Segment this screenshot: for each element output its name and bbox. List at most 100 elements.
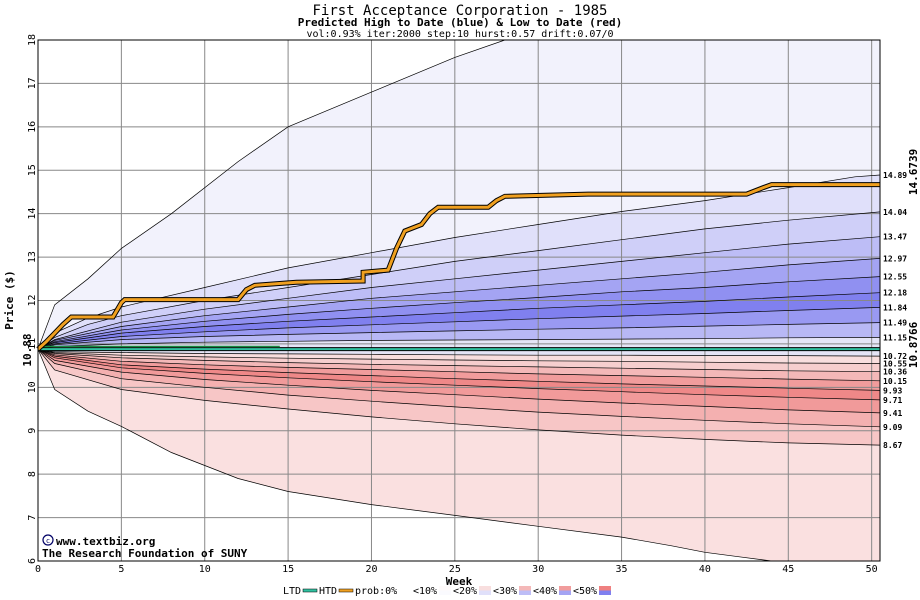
quantile-value-label: 10.72 <box>883 352 907 361</box>
quantile-contour-line <box>37 236 881 350</box>
quantile-value-label: 9.41 <box>883 409 902 418</box>
quantile-value-label: 9.93 <box>883 386 902 395</box>
legend-swatch <box>399 586 411 595</box>
quantile-contour-line <box>37 307 881 350</box>
start-price-label: 10.88 <box>21 333 34 366</box>
svg-text:c: c <box>46 537 50 545</box>
quantile-contour-line <box>37 348 881 428</box>
high-probability-band <box>38 258 880 350</box>
high-probability-band <box>38 175 880 350</box>
quantile-contour-line <box>37 322 881 350</box>
quantile-contours <box>37 39 881 562</box>
y-tick-label: 9 <box>27 428 38 434</box>
low-probability-band <box>38 349 880 561</box>
low-probability-band <box>38 349 880 427</box>
legend-ltd-swatch <box>302 588 318 593</box>
chart-title: First Acceptance Corporation - 1985 <box>312 3 607 19</box>
quantile-value-label: 9.71 <box>883 396 902 405</box>
y-tick-label: 13 <box>27 251 38 263</box>
quantile-contour-line <box>37 348 881 357</box>
low-probability-band <box>38 349 880 391</box>
legend-swatch-low <box>479 586 491 591</box>
quantile-value-label: 14.89 <box>883 171 907 180</box>
htd-value-label: 14.6739 <box>907 149 920 195</box>
high-probability-band <box>38 276 880 350</box>
quantile-contour-line <box>37 211 881 350</box>
quantile-value-label: 11.84 <box>883 303 907 312</box>
quantile-contour-line <box>37 348 881 373</box>
quantile-contour-line <box>37 348 881 391</box>
high-probability-band <box>38 292 880 350</box>
high-probability-band <box>38 40 880 350</box>
low-probability-band <box>38 349 880 413</box>
legend-prob-label: prob:0% <box>355 586 397 597</box>
x-tick-label: 35 <box>616 564 628 575</box>
legend-item-label: <30% <box>493 586 517 597</box>
quantile-value-label: 10.55 <box>883 359 907 368</box>
x-tick-label: 5 <box>118 564 124 575</box>
legend-swatch-high <box>519 590 531 595</box>
legend-item-label: <50% <box>573 586 597 597</box>
plot-frame <box>37 39 881 562</box>
legend-swatch-high <box>599 590 611 595</box>
price-lines <box>36 182 880 352</box>
legend-swatch-high <box>439 590 451 595</box>
legend-htd-label: HTD <box>319 586 337 597</box>
x-tick-label: 0 <box>35 564 41 575</box>
chart-params: vol:0.93% iter:2000 step:10 hurst:0.57 d… <box>306 29 613 40</box>
y-tick-label: 6 <box>27 558 38 564</box>
low-probability-band <box>38 349 880 372</box>
y-tick-label: 17 <box>27 77 38 89</box>
quantile-contour-line <box>37 348 881 382</box>
x-tick-label: 15 <box>282 564 294 575</box>
quantile-value-label: 11.49 <box>883 319 907 328</box>
quantile-value-label: 11.15 <box>883 333 907 342</box>
legend-swatch-low <box>439 586 451 591</box>
htd-line <box>37 183 880 351</box>
high-probability-band <box>38 236 880 350</box>
copyright-icon <box>42 534 54 546</box>
legend-item-label: <20% <box>453 586 477 597</box>
credit-organization: The Research Foundation of SUNY <box>42 547 248 560</box>
y-tick-label: 12 <box>27 294 38 306</box>
y-tick-label: 7 <box>27 515 38 521</box>
y-tick-label: 15 <box>27 164 38 176</box>
y-tick-label: 10 <box>27 381 38 393</box>
credit-block: c www.textbiz.org The Research Foundatio… <box>42 534 248 560</box>
x-axis-label: Week <box>446 575 473 588</box>
x-tick-label: 45 <box>782 564 794 575</box>
legend-swatch-high <box>479 590 491 595</box>
y-tick-label: 8 <box>27 471 38 477</box>
y-axis-label: Price ($) <box>3 270 16 330</box>
legend-item-label: <40% <box>533 586 557 597</box>
x-tick-label: 20 <box>365 564 377 575</box>
quantile-contour-line <box>37 292 881 350</box>
legend-swatch-low <box>519 586 531 591</box>
quantile-contour-line <box>37 348 881 401</box>
legend-swatch-low <box>559 586 571 591</box>
y-tick-label: 11 <box>27 338 38 350</box>
x-tick-label: 40 <box>699 564 711 575</box>
high-probability-band <box>38 322 880 350</box>
quantile-value-label: 12.97 <box>883 254 907 263</box>
quantile-value-label: 8.67 <box>883 441 902 450</box>
quantile-value-label: 12.18 <box>883 289 907 298</box>
high-probability-band <box>38 307 880 350</box>
quantile-contour-line <box>37 348 881 414</box>
legend-item-label: <10% <box>413 586 437 597</box>
quantile-contour-line <box>37 258 881 350</box>
y-tick-label: 18 <box>27 34 38 46</box>
quantile-value-label: 10.15 <box>883 377 907 386</box>
quantile-value-label: 12.55 <box>883 273 907 282</box>
legend-ltd-label: LTD <box>283 586 301 597</box>
high-probability-band <box>38 211 880 350</box>
quantile-contour-line <box>37 39 880 350</box>
chart-subtitle: Predicted High to Date (blue) & Low to D… <box>298 16 623 29</box>
quantile-contour-line <box>37 348 881 364</box>
legend-swatch-high <box>559 590 571 595</box>
legend-swatch-low <box>599 586 611 591</box>
legend: LTD HTD prob:0% <10% <20% <30% <40% <50% <box>283 586 611 597</box>
quantile-contour-line <box>37 348 881 446</box>
quantile-value-label: 9.09 <box>883 423 902 432</box>
